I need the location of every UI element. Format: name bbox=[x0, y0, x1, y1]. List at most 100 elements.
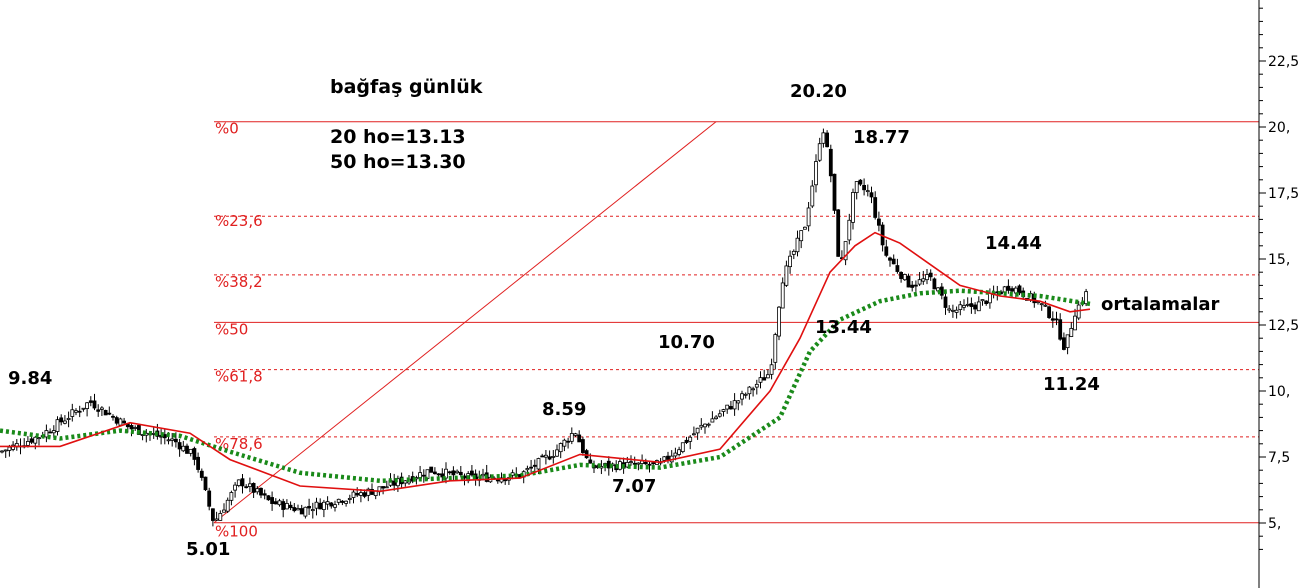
candle-up bbox=[403, 480, 408, 484]
y-tick-label: 15, bbox=[1268, 252, 1290, 268]
info-line-1: 20 ho=13.13 bbox=[330, 126, 466, 148]
candle-down bbox=[1054, 318, 1059, 321]
candle-up bbox=[544, 454, 548, 458]
price-annotation: 13.44 bbox=[815, 317, 872, 338]
candle-down bbox=[299, 508, 304, 515]
y-axis: 5, 7,5 10, 12,5 15, 17,5 20, 22,5 bbox=[1258, 0, 1299, 588]
candles bbox=[0, 128, 1088, 527]
candle-down bbox=[318, 502, 323, 510]
candle-up bbox=[573, 433, 578, 436]
candle-down bbox=[1050, 318, 1055, 321]
candle-up bbox=[188, 448, 193, 454]
candle-down bbox=[888, 257, 892, 261]
candle-up bbox=[777, 306, 781, 337]
candle-down bbox=[281, 501, 286, 510]
candle-up bbox=[351, 491, 356, 498]
candle-down bbox=[729, 406, 733, 410]
candle-down bbox=[547, 456, 552, 460]
candle-up bbox=[721, 409, 726, 412]
price-annotation: 7.07 bbox=[612, 476, 656, 497]
candle-up bbox=[0, 450, 4, 453]
candle-down bbox=[421, 474, 426, 477]
candle-down bbox=[666, 455, 670, 460]
candle-down bbox=[832, 173, 837, 211]
candle-up bbox=[325, 501, 330, 505]
candle-down bbox=[973, 304, 977, 310]
price-annotation: 20.20 bbox=[790, 81, 847, 102]
candle-up bbox=[780, 282, 785, 309]
candle-up bbox=[695, 427, 700, 434]
candle-up bbox=[795, 237, 800, 253]
ma50-line bbox=[0, 288, 1091, 484]
candle-up bbox=[455, 470, 460, 474]
candle-up bbox=[754, 383, 759, 388]
candle-down bbox=[370, 489, 374, 495]
candle-up bbox=[766, 374, 770, 379]
candle-down bbox=[577, 434, 582, 443]
candle-down bbox=[1010, 288, 1014, 292]
candle-up bbox=[976, 301, 981, 312]
candle-down bbox=[632, 462, 637, 465]
info-line-2: 50 ho=13.30 bbox=[330, 151, 466, 173]
candle-up bbox=[525, 468, 530, 471]
candle-down bbox=[273, 501, 278, 505]
candle-down bbox=[340, 500, 345, 503]
y-tick-label: 10, bbox=[1268, 384, 1290, 400]
candle-up bbox=[296, 508, 300, 511]
candle-up bbox=[699, 424, 704, 428]
candle-up bbox=[773, 334, 778, 363]
fib-level-label: %50 bbox=[215, 320, 248, 338]
candle-up bbox=[310, 509, 315, 512]
candle-up bbox=[333, 504, 337, 508]
candle-up bbox=[66, 417, 71, 420]
candle-down bbox=[529, 466, 533, 469]
candle-up bbox=[11, 444, 16, 450]
candle-down bbox=[1017, 285, 1022, 294]
candle-down bbox=[199, 470, 204, 478]
candle-up bbox=[814, 161, 818, 186]
candle-up bbox=[851, 192, 855, 223]
candle-up bbox=[673, 452, 678, 457]
candle-up bbox=[284, 503, 289, 510]
candle-up bbox=[965, 303, 970, 306]
candle-down bbox=[895, 265, 900, 272]
candle-down bbox=[643, 461, 648, 465]
candle-up bbox=[7, 446, 12, 451]
candle-down bbox=[503, 479, 508, 482]
candle-down bbox=[581, 439, 585, 453]
candle-down bbox=[436, 473, 441, 476]
candle-up bbox=[366, 488, 371, 496]
candle-up bbox=[788, 255, 792, 268]
candle-up bbox=[444, 468, 448, 479]
candle-up bbox=[751, 388, 755, 391]
candle-up bbox=[714, 416, 718, 420]
candle-down bbox=[307, 505, 312, 509]
candle-down bbox=[210, 508, 215, 521]
candle-up bbox=[1069, 328, 1074, 337]
candle-up bbox=[233, 484, 238, 491]
price-annotation: 9.84 bbox=[8, 368, 52, 389]
candle-up bbox=[536, 458, 541, 470]
candle-down bbox=[162, 434, 167, 439]
candle-up bbox=[236, 479, 241, 486]
candle-up bbox=[717, 413, 722, 417]
y-tick-label: 5, bbox=[1268, 516, 1281, 532]
candle-down bbox=[203, 476, 208, 491]
candle-up bbox=[229, 492, 234, 501]
candle-up bbox=[358, 492, 363, 496]
candle-up bbox=[81, 407, 86, 410]
candle-up bbox=[736, 400, 741, 404]
candle-down bbox=[447, 471, 452, 474]
candle-up bbox=[247, 483, 252, 487]
candle-down bbox=[392, 480, 397, 486]
fib-level-label: %61,8 bbox=[215, 368, 263, 386]
candle-down bbox=[244, 486, 249, 489]
candle-up bbox=[37, 437, 41, 440]
candle-up bbox=[303, 506, 308, 517]
candle-down bbox=[532, 464, 537, 467]
candle-up bbox=[732, 400, 737, 410]
candle-down bbox=[329, 502, 334, 507]
candle-up bbox=[255, 488, 260, 493]
candle-up bbox=[921, 278, 926, 282]
candle-down bbox=[877, 218, 881, 226]
